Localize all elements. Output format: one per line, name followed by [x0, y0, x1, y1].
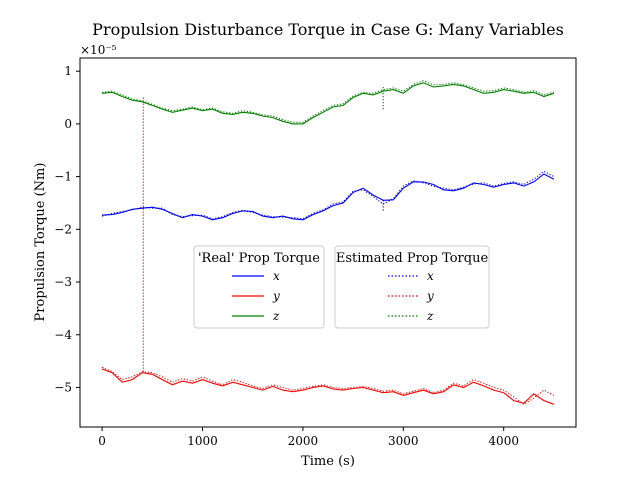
legend-estimated-box [334, 245, 490, 329]
x-axis-label: Time (s) [301, 454, 355, 469]
y-tick-label-4: −3 [54, 275, 72, 289]
y-tick-label-2: −1 [54, 170, 72, 184]
plot-frame [79, 57, 577, 428]
x-tick-label-1: 1000 [187, 434, 218, 448]
legend-estimated-title: Estimated Prop Torque [336, 251, 489, 266]
axis-ticks: 0 1000 2000 3000 4000 1 0 −1 −2 −3 −4 −5 [54, 64, 519, 448]
x-tick-label-3: 3000 [388, 434, 419, 448]
x-tick-label-2: 2000 [288, 434, 319, 448]
x-tick-label-0: 0 [98, 434, 106, 448]
y-tick-label-1: 0 [64, 117, 72, 131]
legend-real: 'Real' Prop Torque x y z [193, 245, 325, 329]
legend-estimated-x-label: x [427, 269, 434, 283]
legend-real-box [193, 245, 325, 329]
legend-real-y-label: y [272, 289, 280, 303]
y-tick-label-3: −2 [54, 222, 72, 236]
legend-real-x-label: x [273, 269, 280, 283]
plot-lines [101, 80, 555, 405]
y-axis-scale-label: ×10⁻⁵ [80, 43, 117, 57]
y-tick-label-5: −4 [54, 328, 72, 342]
series-dotted-y-4 [101, 366, 555, 405]
y-tick-label-6: −5 [54, 380, 72, 394]
series-solid-z-2 [102, 82, 555, 125]
series-dotted-z-5 [102, 80, 555, 123]
legend-estimated-z-label: z [426, 309, 434, 323]
legend-real-z-label: z [272, 309, 280, 323]
legend-estimated-y-label: y [426, 289, 434, 303]
x-tick-label-4: 4000 [488, 434, 519, 448]
series-dotted-x-3 [101, 170, 555, 220]
series-solid-y-1 [101, 368, 555, 405]
y-axis-label: Propulsion Torque (Nm) [33, 163, 48, 322]
legend-real-title: 'Real' Prop Torque [198, 251, 320, 266]
chart-title: Propulsion Disturbance Torque in Case G:… [92, 20, 564, 39]
y-tick-label-0: 1 [64, 64, 72, 78]
legend-estimated: Estimated Prop Torque x y z [334, 245, 490, 329]
